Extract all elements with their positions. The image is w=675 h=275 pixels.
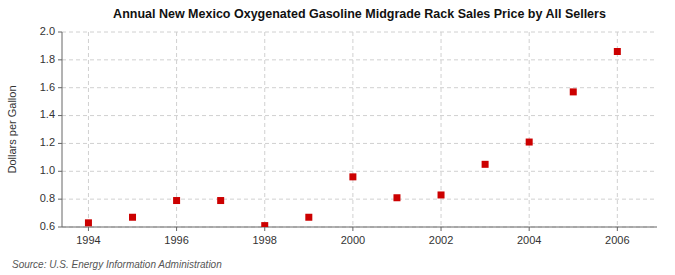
chart-svg: 0.6 0.8 1.0 1.2 1.4 1.6 1.8 2.0 1994 1996 1998 2000… [0,0,675,275]
y-grid-line [62,199,657,200]
chart-container: 0.6 0.8 1.0 1.2 1.4 1.6 1.8 2.0 1994 1996 1998 2000… [0,0,675,275]
y-tick [58,87,62,88]
y-tick-label: 1.2 [40,136,55,148]
y-grid-line [62,59,657,60]
x-grid-line [529,32,530,227]
x-tick [441,227,442,231]
x-tick [176,227,177,231]
y-grid-line [62,227,657,228]
x-tick-label: 1996 [164,234,188,246]
axes: 0.6 0.8 1.0 1.2 1.4 1.6 1.8 2.0 1994 1996 1998 2000… [40,25,657,246]
x-grid-line [264,32,265,227]
x-tick [352,227,353,231]
y-tick-label: 0.6 [40,220,55,232]
y-tick [58,199,62,200]
y-tick [58,143,62,144]
point [349,173,356,180]
point [217,197,224,204]
point [173,197,180,204]
y-tick-label: 1.4 [40,108,55,120]
y-axis-line [62,32,63,227]
x-tick-label: 2000 [341,234,365,246]
x-tick-label: 2004 [517,234,541,246]
y-tick [58,59,62,60]
point [129,214,136,221]
point [85,219,92,226]
y-grid-line [62,87,657,88]
y-tick [58,171,62,172]
title: Annual New Mexico Oxygenated Gasoline Mi… [113,7,606,21]
point [305,214,312,221]
x-tick [529,227,530,231]
point [393,194,400,201]
y-grid-line [62,143,657,144]
point [482,161,489,168]
source: Source: U.S. Energy Information Administ… [12,259,222,270]
grid [62,32,657,227]
x-tick-label: 1994 [76,234,100,246]
y-tick [58,227,62,228]
y-axis-label: Dollars per Gallon [6,85,18,173]
x-tick [617,227,618,231]
x-grid-line [88,32,89,227]
x-axis-line [62,227,657,228]
x-tick-label: 2002 [429,234,453,246]
x-tick [264,227,265,231]
y-tick-label: 0.8 [40,192,55,204]
y-tick [58,115,62,116]
y-tick-label: 1.0 [40,164,55,176]
y-grid-line [62,32,657,33]
y-grid-line [62,171,657,172]
x-tick-label: 2006 [605,234,629,246]
points [85,48,621,227]
point [526,139,533,146]
x-grid-line [352,32,353,227]
point [261,222,268,227]
y-tick [58,32,62,33]
y-tick-label: 1.8 [40,53,55,65]
point [570,88,577,95]
y-grid-line [62,115,657,116]
x-tick-label: 1998 [252,234,276,246]
x-tick [88,227,89,231]
point [438,191,445,198]
y-tick-label: 2.0 [40,25,55,37]
point [614,48,621,55]
y-tick-label: 1.6 [40,81,55,93]
x-grid-line [617,32,618,227]
